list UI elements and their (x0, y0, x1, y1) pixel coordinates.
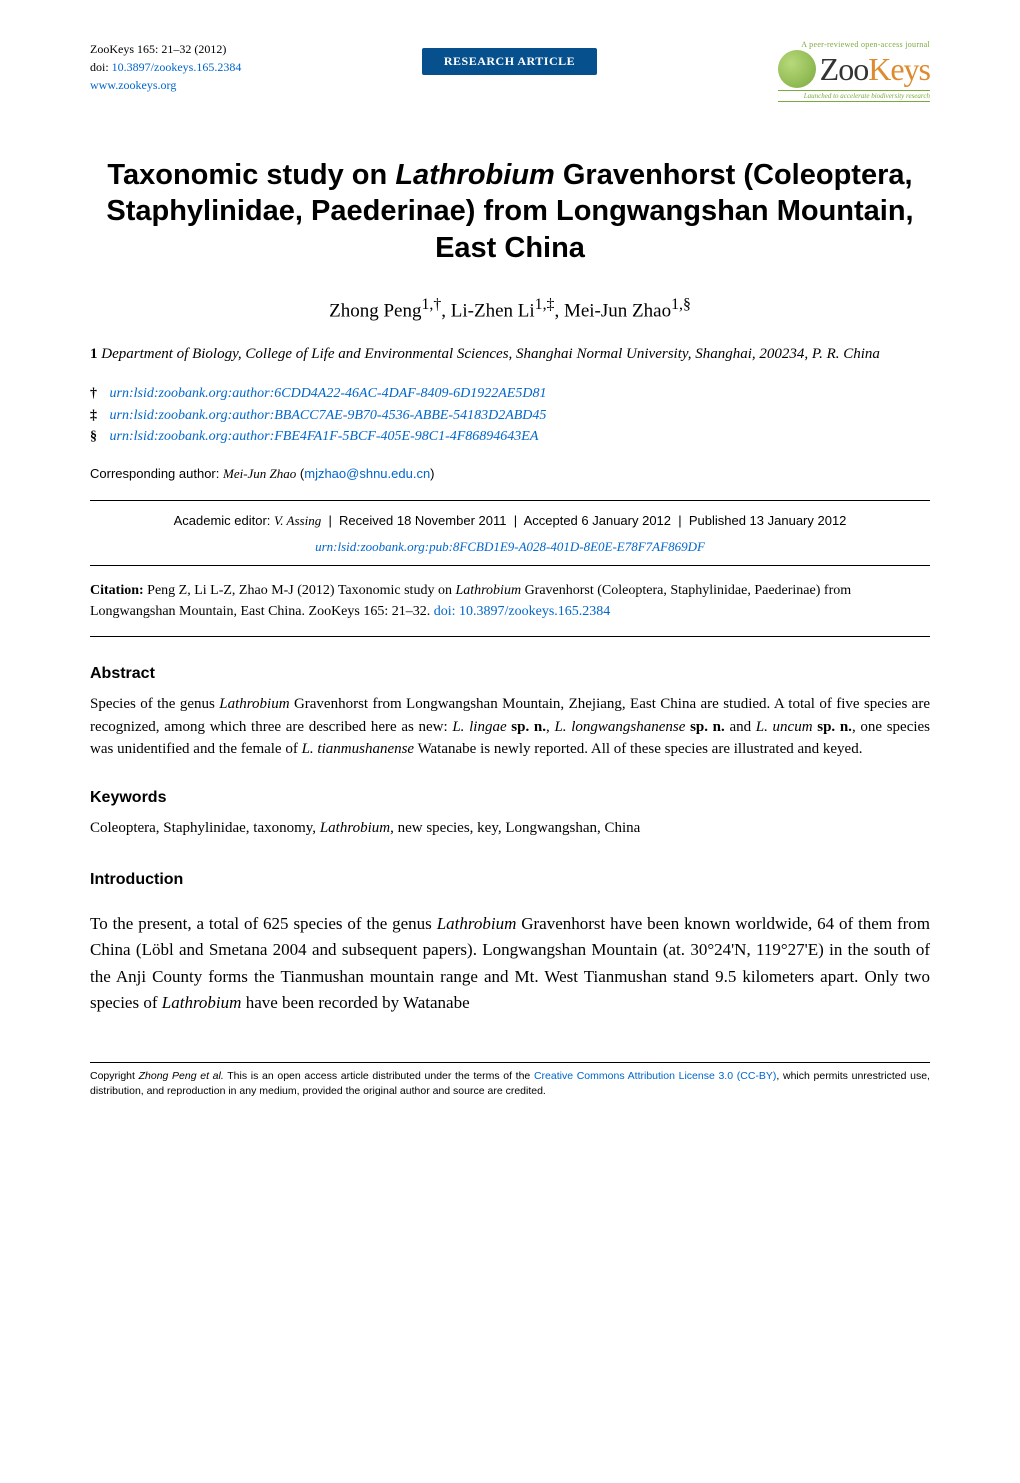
authors: Zhong Peng1,†, Li-Zhen Li1,‡, Mei-Jun Zh… (90, 296, 930, 322)
footer-pre: Copyright (90, 1070, 139, 1082)
kw-genus: Lathrobium (320, 820, 390, 836)
abstract-body: Species of the genus Lathrobium Gravenho… (90, 693, 930, 761)
urn-row-1: † urn:lsid:zoobank.org:author:6CDD4A22-4… (90, 383, 930, 405)
rule-1 (90, 500, 930, 501)
globe-icon (778, 50, 816, 88)
author-urns: † urn:lsid:zoobank.org:author:6CDD4A22-4… (90, 383, 930, 448)
corr-label: Corresponding author: (90, 466, 223, 481)
accepted: Accepted 6 January 2012 (524, 513, 671, 528)
logo-text: ZooKeys (820, 51, 930, 88)
cc-by-link[interactable]: Creative Commons Attribution License 3.0… (534, 1070, 776, 1082)
abs-1: Species of the genus (90, 696, 219, 712)
abs-sp2: L. longwangshanense (554, 719, 685, 735)
author-1: Zhong Peng (329, 300, 421, 321)
affiliation-num: 1 (90, 346, 98, 362)
logo-tagline-top: A peer-reviewed open-access journal (778, 40, 930, 49)
record-urn-link[interactable]: urn:lsid:zoobank.org:pub:8FCBD1E9-A028-4… (315, 539, 705, 554)
title-pre: Taxonomic study on (107, 159, 395, 191)
corr-email-link[interactable]: mjzhao@shnu.edu.cn (304, 466, 430, 481)
logo-main: ZooKeys (778, 50, 930, 88)
editorial-row: Academic editor: V. Assing | Received 18… (90, 507, 930, 535)
logo-zoo: Zoo (820, 51, 869, 87)
author-2: , Li-Zhen Li (441, 300, 534, 321)
abs-4: and (725, 719, 756, 735)
keywords-heading: Keywords (90, 789, 930, 807)
author-3-sup: 1,§ (671, 296, 691, 313)
affiliation-text: Department of Biology, College of Life a… (98, 346, 880, 362)
citation-doi-link[interactable]: doi: 10.3897/zookeys.165.2384 (434, 604, 611, 619)
corr-name: Mei-Jun Zhao (223, 466, 296, 481)
intro-1: To the present, a total of 625 species o… (90, 914, 437, 933)
author-3: , Mei-Jun Zhao (554, 300, 671, 321)
journal-site-link[interactable]: www.zookeys.org (90, 78, 176, 92)
logo-keys: Keys (868, 51, 930, 87)
record-urn: urn:lsid:zoobank.org:pub:8FCBD1E9-A028-4… (90, 535, 930, 559)
urn2-sym: ‡ (90, 405, 106, 427)
kw-1: Coleoptera, Staphylinidae, taxonomy, (90, 820, 320, 836)
urn-row-2: ‡ urn:lsid:zoobank.org:author:BBACC7AE-9… (90, 405, 930, 427)
editor-label: Academic editor: (174, 513, 274, 528)
doi-label: doi: (90, 60, 112, 74)
received: Received 18 November 2011 (339, 513, 506, 528)
citation-doi-label: doi: (434, 604, 459, 619)
article-type-badge: RESEARCH ARTICLE (422, 48, 597, 75)
journal-ref: ZooKeys 165: 21–32 (2012) (90, 40, 241, 58)
urn1-sym: † (90, 383, 106, 405)
kw-2: , new species, key, Longwangshan, China (390, 820, 640, 836)
urn3-sym: § (90, 426, 106, 448)
author-2-sup: 1,‡ (535, 296, 555, 313)
abstract-heading: Abstract (90, 665, 930, 683)
urn3-link[interactable]: urn:lsid:zoobank.org:author:FBE4FA1F-5BC… (110, 429, 539, 444)
citation-genus: Lathrobium (455, 583, 521, 598)
citation-label: Citation: (90, 583, 144, 598)
corresponding-author: Corresponding author: Mei-Jun Zhao (mjzh… (90, 466, 930, 482)
affiliation: 1 Department of Biology, College of Life… (90, 344, 930, 365)
journal-meta: ZooKeys 165: 21–32 (2012) doi: 10.3897/z… (90, 40, 241, 94)
title-genus: Lathrobium (395, 159, 555, 191)
abs-spn1: sp. n. (511, 719, 546, 735)
header-row: ZooKeys 165: 21–32 (2012) doi: 10.3897/z… (90, 40, 930, 102)
abs-genus: Lathrobium (219, 696, 289, 712)
citation-pre: Peng Z, Li L-Z, Zhao M-J (2012) Taxonomi… (144, 583, 456, 598)
journal-doi-line: doi: 10.3897/zookeys.165.2384 (90, 58, 241, 76)
intro-3: have been recorded by Watanabe (241, 993, 469, 1012)
rule-3 (90, 636, 930, 637)
logo-tagline-bottom: Launched to accelerate biodiversity rese… (778, 90, 930, 102)
abs-6: Watanabe is newly reported. All of these… (414, 741, 862, 757)
intro-genus: Lathrobium (437, 914, 517, 933)
citation-doi: 10.3897/zookeys.165.2384 (459, 604, 610, 619)
copyright-footer: Copyright Zhong Peng et al. This is an o… (90, 1062, 930, 1099)
footer-auth: Zhong Peng et al. (139, 1070, 224, 1082)
author-1-sup: 1,† (421, 296, 441, 313)
abs-sp3: L. uncum (756, 719, 813, 735)
urn-row-3: § urn:lsid:zoobank.org:author:FBE4FA1F-5… (90, 426, 930, 448)
citation: Citation: Peng Z, Li L-Z, Zhao M-J (2012… (90, 572, 930, 630)
footer-post: This is an open access article distribut… (224, 1070, 534, 1082)
urn1-link[interactable]: urn:lsid:zoobank.org:author:6CDD4A22-46A… (110, 386, 547, 401)
introduction-heading: Introduction (90, 871, 930, 889)
journal-doi-link[interactable]: 10.3897/zookeys.165.2384 (112, 60, 242, 74)
abs-sp4: L. tianmushanense (302, 741, 415, 757)
article-title: Taxonomic study on Lathrobium Gravenhors… (90, 157, 930, 266)
rule-2 (90, 565, 930, 566)
intro-genus2: Lathrobium (162, 993, 242, 1012)
published: Published 13 January 2012 (689, 513, 847, 528)
urn2-link[interactable]: urn:lsid:zoobank.org:author:BBACC7AE-9B7… (110, 408, 547, 423)
abs-sp1: L. lingae (452, 719, 506, 735)
keywords-body: Coleoptera, Staphylinidae, taxonomy, Lat… (90, 817, 930, 840)
abs-spn2: sp. n. (690, 719, 725, 735)
introduction-body: To the present, a total of 625 species o… (90, 911, 930, 1016)
abs-spn3: sp. n. (817, 719, 852, 735)
editor-name: V. Assing (274, 513, 321, 528)
journal-logo: A peer-reviewed open-access journal ZooK… (778, 40, 930, 102)
